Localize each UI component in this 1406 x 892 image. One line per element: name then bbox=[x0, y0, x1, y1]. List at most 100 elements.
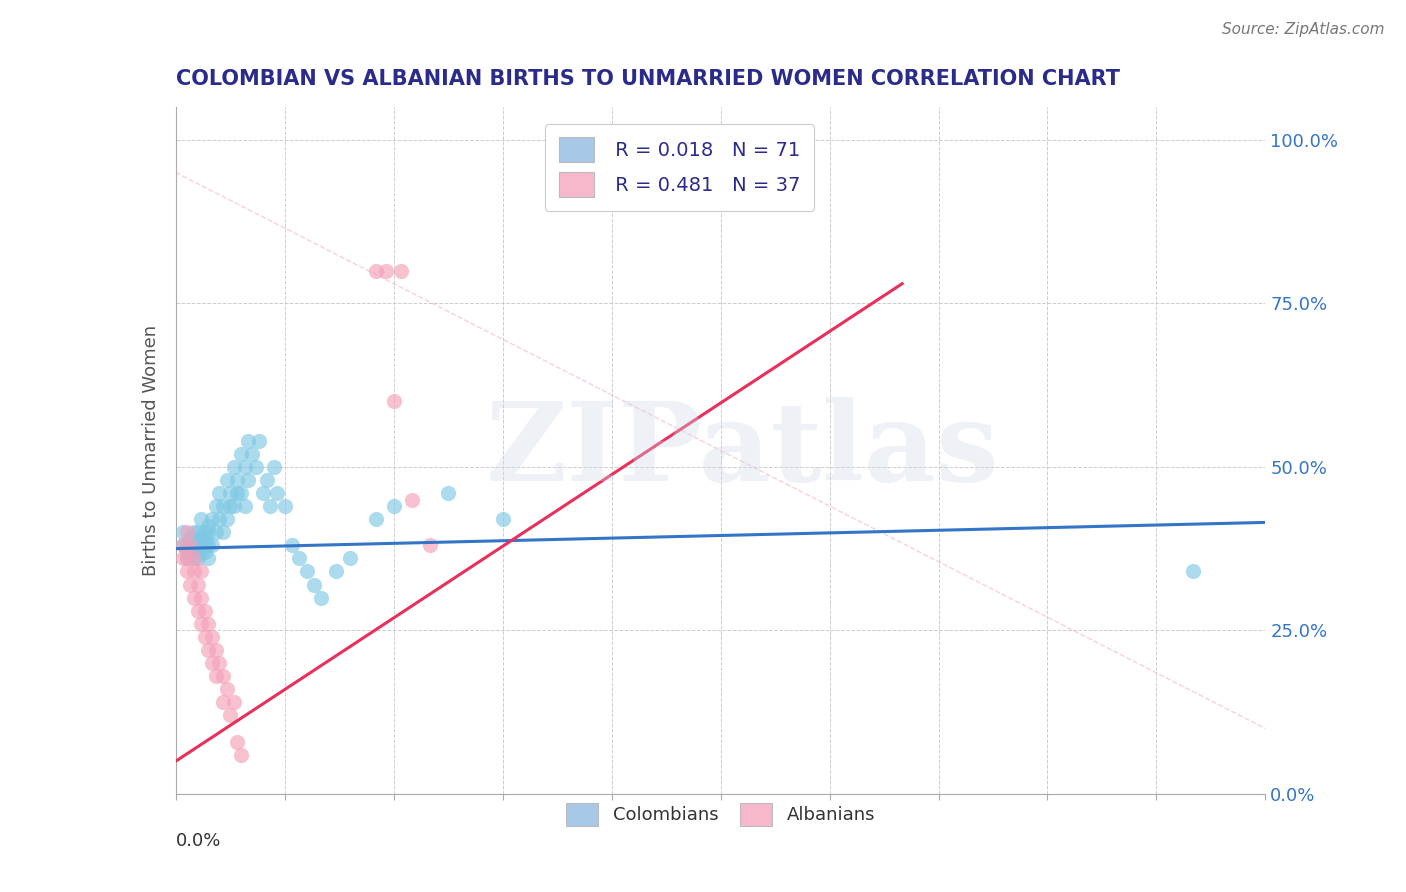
Point bbox=[364, 263, 387, 277]
Point bbox=[215, 473, 238, 487]
Point bbox=[204, 499, 226, 513]
Point bbox=[190, 545, 212, 559]
Point bbox=[197, 525, 219, 540]
Y-axis label: Births to Unmarried Women: Births to Unmarried Women bbox=[142, 325, 160, 576]
Point bbox=[179, 538, 201, 552]
Point bbox=[176, 551, 198, 566]
Point bbox=[208, 486, 231, 500]
Point bbox=[382, 394, 405, 409]
Point bbox=[222, 459, 245, 474]
Point bbox=[240, 447, 263, 461]
Point bbox=[208, 512, 231, 526]
Point bbox=[259, 499, 281, 513]
Text: COLOMBIAN VS ALBANIAN BIRTHS TO UNMARRIED WOMEN CORRELATION CHART: COLOMBIAN VS ALBANIAN BIRTHS TO UNMARRIE… bbox=[176, 69, 1119, 89]
Point bbox=[194, 532, 217, 546]
Point bbox=[201, 630, 224, 644]
Point bbox=[190, 538, 212, 552]
Point bbox=[172, 538, 194, 552]
Point bbox=[325, 565, 347, 579]
Point bbox=[302, 577, 325, 591]
Point bbox=[204, 525, 226, 540]
Point bbox=[201, 656, 224, 670]
Point bbox=[194, 630, 217, 644]
Point bbox=[186, 532, 209, 546]
Point bbox=[194, 545, 217, 559]
Point bbox=[219, 486, 242, 500]
Point bbox=[212, 499, 235, 513]
Point bbox=[339, 551, 361, 566]
Point bbox=[238, 434, 260, 448]
Point bbox=[256, 473, 278, 487]
Point bbox=[172, 551, 194, 566]
Point bbox=[186, 525, 209, 540]
Point bbox=[219, 708, 242, 723]
Point bbox=[247, 434, 270, 448]
Point bbox=[176, 551, 198, 566]
Point bbox=[274, 499, 297, 513]
Point bbox=[183, 551, 205, 566]
Text: Source: ZipAtlas.com: Source: ZipAtlas.com bbox=[1222, 22, 1385, 37]
Point bbox=[197, 616, 219, 631]
Point bbox=[194, 538, 217, 552]
Point bbox=[176, 565, 198, 579]
Point bbox=[238, 473, 260, 487]
Point bbox=[186, 551, 209, 566]
Point bbox=[183, 525, 205, 540]
Point bbox=[288, 551, 311, 566]
Point bbox=[231, 747, 253, 762]
Point bbox=[215, 512, 238, 526]
Point bbox=[183, 538, 205, 552]
Point bbox=[233, 499, 256, 513]
Point bbox=[212, 669, 235, 683]
Point bbox=[176, 545, 198, 559]
Point bbox=[437, 486, 460, 500]
Point bbox=[219, 499, 242, 513]
Point bbox=[172, 525, 194, 540]
Point bbox=[179, 577, 201, 591]
Point bbox=[186, 538, 209, 552]
Point bbox=[419, 538, 441, 552]
Point bbox=[364, 512, 387, 526]
Point bbox=[197, 551, 219, 566]
Point bbox=[204, 669, 226, 683]
Point bbox=[194, 525, 217, 540]
Point bbox=[295, 565, 318, 579]
Point bbox=[222, 499, 245, 513]
Text: 0.0%: 0.0% bbox=[176, 831, 221, 850]
Point bbox=[204, 643, 226, 657]
Point bbox=[190, 565, 212, 579]
Point bbox=[176, 525, 198, 540]
Point bbox=[186, 577, 209, 591]
Point bbox=[226, 486, 249, 500]
Point bbox=[382, 499, 405, 513]
Point bbox=[197, 643, 219, 657]
Point bbox=[179, 532, 201, 546]
Point bbox=[266, 486, 288, 500]
Point bbox=[226, 734, 249, 748]
Point bbox=[401, 492, 423, 507]
Point bbox=[183, 545, 205, 559]
Point bbox=[231, 486, 253, 500]
Point bbox=[231, 447, 253, 461]
Point bbox=[201, 512, 224, 526]
Point bbox=[212, 695, 235, 709]
Point bbox=[492, 512, 515, 526]
Point bbox=[190, 616, 212, 631]
Legend: Colombians, Albanians: Colombians, Albanians bbox=[558, 796, 883, 833]
Point bbox=[226, 473, 249, 487]
Point bbox=[233, 459, 256, 474]
Point bbox=[183, 551, 205, 566]
Point bbox=[389, 263, 412, 277]
Point bbox=[375, 263, 398, 277]
Point bbox=[172, 538, 194, 552]
Point bbox=[179, 538, 201, 552]
Point bbox=[201, 538, 224, 552]
Point bbox=[215, 682, 238, 697]
Point bbox=[197, 518, 219, 533]
Point bbox=[179, 545, 201, 559]
Point bbox=[190, 512, 212, 526]
Point bbox=[190, 591, 212, 605]
Point bbox=[197, 538, 219, 552]
Point bbox=[194, 604, 217, 618]
Point bbox=[263, 459, 285, 474]
